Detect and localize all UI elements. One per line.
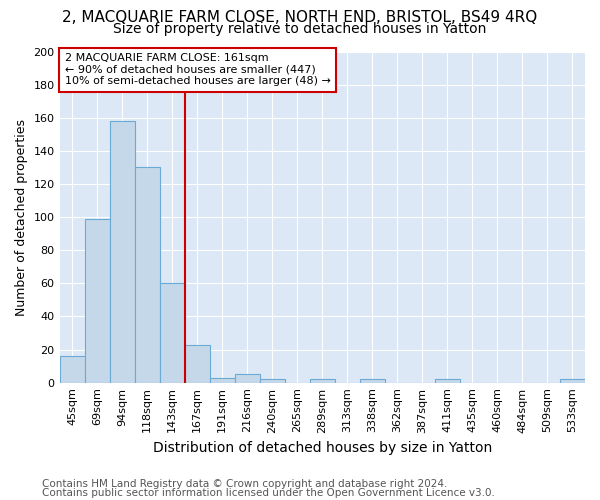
Bar: [260, 380, 285, 382]
Text: 2, MACQUARIE FARM CLOSE, NORTH END, BRISTOL, BS49 4RQ: 2, MACQUARIE FARM CLOSE, NORTH END, BRIS…: [62, 10, 538, 25]
Y-axis label: Number of detached properties: Number of detached properties: [15, 118, 28, 316]
Bar: [235, 374, 260, 382]
Bar: [209, 378, 235, 382]
Bar: [110, 121, 134, 382]
Bar: [85, 218, 110, 382]
Bar: [160, 284, 185, 382]
Bar: [560, 380, 585, 382]
Bar: [134, 168, 160, 382]
Bar: [59, 356, 85, 382]
Text: Contains public sector information licensed under the Open Government Licence v3: Contains public sector information licen…: [42, 488, 495, 498]
Bar: [435, 380, 460, 382]
X-axis label: Distribution of detached houses by size in Yatton: Distribution of detached houses by size …: [152, 441, 492, 455]
Bar: [360, 380, 385, 382]
Text: Contains HM Land Registry data © Crown copyright and database right 2024.: Contains HM Land Registry data © Crown c…: [42, 479, 448, 489]
Text: 2 MACQUARIE FARM CLOSE: 161sqm
← 90% of detached houses are smaller (447)
10% of: 2 MACQUARIE FARM CLOSE: 161sqm ← 90% of …: [65, 53, 331, 86]
Text: Size of property relative to detached houses in Yatton: Size of property relative to detached ho…: [113, 22, 487, 36]
Bar: [185, 344, 209, 383]
Bar: [310, 380, 335, 382]
